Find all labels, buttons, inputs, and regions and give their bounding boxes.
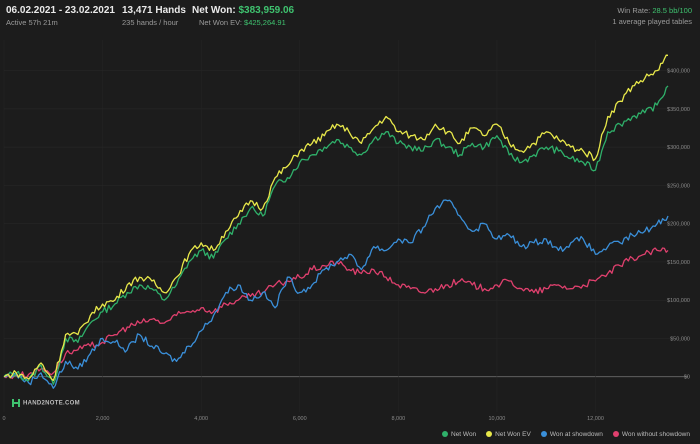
legend-item[interactable]: Won without showdown [612,431,690,438]
hands-count: 13,471 Hands [122,5,186,16]
x-tick-label: 0 [2,416,5,422]
y-axis-ticks: $0 $50,000 $100,000 $150,000 $200,000 $250,00… [667,69,690,381]
legend: Net Won Net Won EV Won at showdown Won with… [442,431,690,438]
y-tick-label: $400,000 [667,69,690,75]
y-tick-label: $100,000 [667,298,690,304]
legend-label: Won without showdown [621,431,690,438]
plot-background [0,32,700,444]
win-rate-value: 28.5 bb/100 [652,6,692,15]
legend-swatch [540,431,547,438]
legend-item[interactable]: Won at showdown [540,431,603,438]
win-rate-label: Win Rate: [617,6,651,15]
legend-label: Won at showdown [549,431,603,438]
logo-text: HAND2NOTE.COM [23,400,80,407]
date-range: 06.02.2021 - 23.02.2021 [6,5,115,16]
hand2note-logo: HAND2NOTE.COM [12,399,80,407]
legend-swatch [442,431,448,438]
y-tick-label: $300,000 [667,145,690,151]
x-tick-label: 10,000 [488,416,505,422]
net-won-ev-label: Net Won EV: [199,18,242,27]
series-line-net-won [3,85,669,385]
legend-label: Net Won EV [495,431,531,438]
x-tick-label: 2,000 [96,416,110,422]
y-tick-label: $50,000 [670,336,690,342]
logo-mark-icon [12,399,20,407]
x-tick-label: 4,000 [194,416,208,422]
grid-layer [3,40,688,412]
net-won: Net Won: $383,959.06 [192,5,294,16]
x-axis-ticks: 0 2,000 4,000 6,000 8,000 10,000 12,000 [2,416,603,422]
legend-swatch [486,431,493,438]
y-tick-label: $200,000 [667,222,690,228]
header-bar: 06.02.2021 - 23.02.2021 Active 57h 21m 1… [0,0,700,32]
active-time: Active 57h 21m [6,18,58,27]
x-tick-label: 12,000 [587,416,604,422]
win-rate: Win Rate: 28.5 bb/100 [617,6,692,15]
series-line-net-won-ev [3,54,669,382]
net-won-ev: Net Won EV: $425,264.91 [199,18,286,27]
y-tick-label: $0 [684,375,690,381]
net-won-label: Net Won: [192,5,236,16]
legend-swatch [612,431,619,438]
legend-item[interactable]: Net Won [442,431,476,438]
y-tick-label: $350,000 [667,107,690,113]
y-tick-label: $150,000 [667,260,690,266]
avg-tables: 1 average played tables [612,17,692,26]
net-won-ev-value: $425,264.91 [244,18,286,27]
legend-item[interactable]: Net Won EV [486,431,531,438]
hands-per-hour: 235 hands / hour [122,18,179,27]
net-won-value: $383,959.06 [238,5,295,16]
series-line-won-at-showdown [3,199,669,389]
series-layer [3,54,669,389]
x-tick-label: 6,000 [293,416,307,422]
x-tick-label: 8,000 [391,416,405,422]
legend-label: Net Won [451,431,477,438]
y-tick-label: $250,000 [667,183,690,189]
